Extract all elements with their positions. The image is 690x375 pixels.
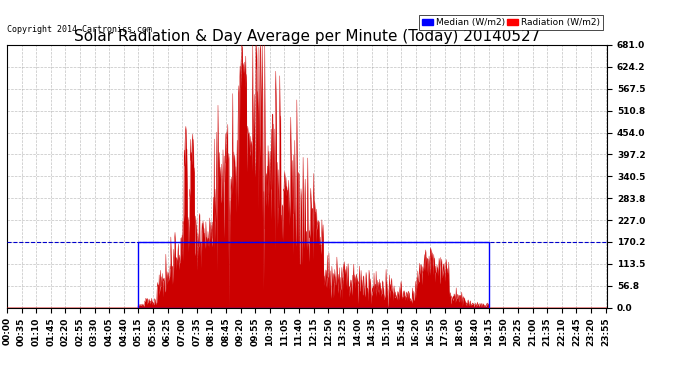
- Legend: Median (W/m2), Radiation (W/m2): Median (W/m2), Radiation (W/m2): [420, 15, 602, 30]
- Bar: [138, 242, 489, 308]
- Title: Solar Radiation & Day Average per Minute (Today) 20140527: Solar Radiation & Day Average per Minute…: [74, 29, 540, 44]
- Text: Copyright 2014 Cartronics.com: Copyright 2014 Cartronics.com: [7, 26, 152, 34]
